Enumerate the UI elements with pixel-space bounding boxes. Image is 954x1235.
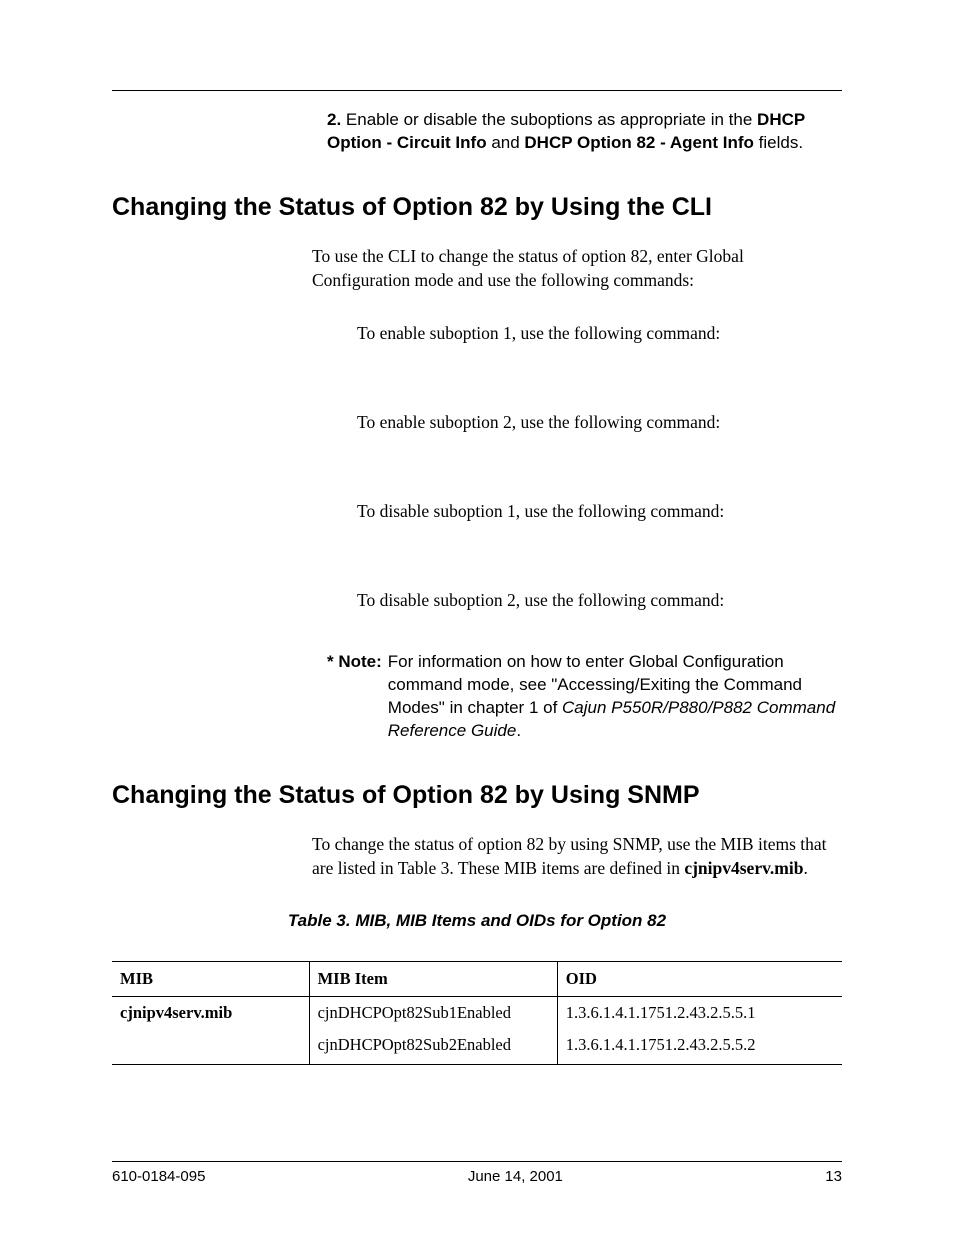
step-bold-2: DHCP Option 82 - Agent Info xyxy=(524,133,754,152)
mib-table: MIB MIB Item OID cjnipv4serv.mib cjnDHCP… xyxy=(112,961,842,1065)
table-header-row: MIB MIB Item OID xyxy=(112,961,842,996)
note-label: * Note: xyxy=(327,651,382,743)
table-row: cjnipv4serv.mib cjnDHCPOpt82Sub1Enabled … xyxy=(112,996,842,1029)
th-oid: OID xyxy=(557,961,842,996)
td-mib: cjnipv4serv.mib xyxy=(112,996,309,1029)
footer-row: 610-0184-095 June 14, 2001 13 xyxy=(112,1168,842,1185)
step-text-pre: Enable or disable the suboptions as appr… xyxy=(346,110,757,129)
snmp-intro: To change the status of option 82 by usi… xyxy=(312,832,842,881)
cmd-enable-sub1: To enable suboption 1, use the following… xyxy=(357,323,842,344)
top-rule xyxy=(112,90,842,91)
table-row: cjnDHCPOpt82Sub2Enabled 1.3.6.1.4.1.1751… xyxy=(112,1029,842,1065)
th-mib-item: MIB Item xyxy=(309,961,557,996)
cmd-disable-sub2: To disable suboption 2, use the followin… xyxy=(357,590,842,611)
footer-left: 610-0184-095 xyxy=(112,1168,205,1185)
cmd-enable-sub2: To enable suboption 2, use the following… xyxy=(357,412,842,433)
note-post: . xyxy=(516,721,521,740)
th-mib: MIB xyxy=(112,961,309,996)
note-body: For information on how to enter Global C… xyxy=(388,651,842,743)
page-footer: 610-0184-095 June 14, 2001 13 xyxy=(112,1161,842,1185)
td-mib xyxy=(112,1029,309,1065)
step-number: 2. xyxy=(327,109,341,132)
footer-right: 13 xyxy=(825,1168,842,1185)
cmd-disable-sub1: To disable suboption 1, use the followin… xyxy=(357,501,842,522)
footer-center: June 14, 2001 xyxy=(468,1168,563,1185)
td-oid: 1.3.6.1.4.1.1751.2.43.2.5.5.2 xyxy=(557,1029,842,1065)
footer-rule xyxy=(112,1161,842,1162)
td-mib-item: cjnDHCPOpt82Sub2Enabled xyxy=(309,1029,557,1065)
step-text-post: fields. xyxy=(754,133,803,152)
step-2: 2. Enable or disable the suboptions as a… xyxy=(327,109,842,155)
td-oid: 1.3.6.1.4.1.1751.2.43.2.5.5.1 xyxy=(557,996,842,1029)
cli-intro: To use the CLI to change the status of o… xyxy=(312,244,842,293)
document-page: 2. Enable or disable the suboptions as a… xyxy=(0,0,954,1235)
note-block: * Note: For information on how to enter … xyxy=(327,651,842,743)
snmp-intro-post: . xyxy=(803,858,807,878)
table-caption: Table 3. MIB, MIB Items and OIDs for Opt… xyxy=(112,911,842,931)
td-mib-item: cjnDHCPOpt82Sub1Enabled xyxy=(309,996,557,1029)
step-text-mid: and xyxy=(487,133,525,152)
heading-snmp: Changing the Status of Option 82 by Usin… xyxy=(112,781,842,810)
snmp-intro-bold: cjnipv4serv.mib xyxy=(684,858,803,878)
heading-cli: Changing the Status of Option 82 by Usin… xyxy=(112,193,842,222)
